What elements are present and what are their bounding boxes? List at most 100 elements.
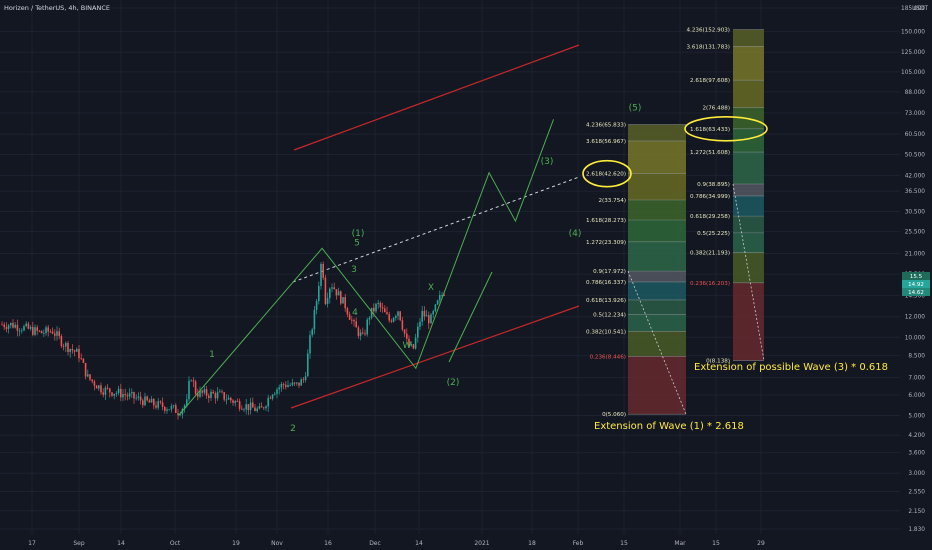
x-tick-label: 29 bbox=[757, 540, 765, 547]
candle-body bbox=[190, 380, 192, 382]
candle-body bbox=[34, 327, 36, 335]
candle-body bbox=[258, 406, 261, 409]
candle-body bbox=[377, 302, 379, 304]
candle-body bbox=[137, 396, 140, 398]
candle-body bbox=[430, 314, 432, 324]
candle-body bbox=[106, 387, 109, 389]
candle-body bbox=[403, 329, 406, 334]
candle-body bbox=[100, 385, 102, 393]
candle-body bbox=[139, 396, 142, 401]
fib-zone bbox=[733, 282, 764, 361]
y-tick-label: 6.000 bbox=[908, 393, 925, 399]
y-tick-label: 36.500 bbox=[905, 189, 926, 195]
y-tick-label: 105.000 bbox=[901, 70, 925, 76]
candle-body bbox=[234, 401, 236, 403]
fib-level-label: 0.236(16.203) bbox=[690, 281, 730, 287]
candle-body bbox=[32, 327, 34, 335]
channel-mid bbox=[292, 176, 580, 283]
candle-body bbox=[87, 374, 89, 377]
candle-body bbox=[247, 404, 250, 411]
candle-body bbox=[263, 407, 265, 409]
candle-body bbox=[423, 310, 426, 317]
annotations: 1 2 3 4 5 X W (1) (2) (3) (4) (5) bbox=[209, 104, 641, 435]
fib-zone bbox=[733, 152, 764, 185]
fib-level-label: 4.236(65.833) bbox=[586, 123, 626, 129]
fib-trend-line bbox=[627, 270, 687, 415]
candle-body bbox=[62, 345, 65, 347]
current-price-tag bbox=[902, 272, 930, 280]
candle-body bbox=[166, 409, 168, 411]
candle-body bbox=[245, 404, 247, 410]
candle-body bbox=[304, 376, 307, 381]
candle-body bbox=[164, 406, 166, 411]
fib-zone bbox=[628, 314, 686, 332]
candle-body bbox=[243, 409, 245, 411]
candle-body bbox=[109, 388, 111, 393]
candle-body bbox=[344, 297, 346, 309]
candle-body bbox=[84, 362, 87, 377]
candle-body bbox=[298, 382, 300, 386]
candle-body bbox=[172, 405, 175, 407]
candle-body bbox=[43, 333, 45, 335]
fib-zone bbox=[733, 252, 764, 283]
x-tick-label: 2021 bbox=[474, 540, 489, 547]
fib-zone bbox=[733, 29, 764, 47]
x-tick-label: Nov bbox=[271, 540, 283, 547]
candle-body bbox=[111, 392, 113, 396]
candle-body bbox=[428, 315, 430, 324]
fib-level-label: 1.618(63.433) bbox=[690, 127, 730, 133]
fib-caption-1: Extension of Wave (1) * 2.618 bbox=[594, 421, 744, 432]
candle-body bbox=[98, 385, 100, 389]
y-tick-label: 150.000 bbox=[901, 30, 925, 36]
wave-label: 2 bbox=[290, 424, 296, 434]
y-unit-label: USDT bbox=[912, 6, 928, 12]
candle-body bbox=[18, 330, 21, 332]
current-price-tag bbox=[902, 288, 930, 296]
candle-body bbox=[60, 335, 63, 346]
fib-level-label: 0.5(25.225) bbox=[697, 231, 730, 237]
y-tick-label: 5.000 bbox=[908, 414, 925, 420]
fib-zone bbox=[628, 271, 686, 282]
candle-body bbox=[280, 384, 283, 388]
candle-body bbox=[91, 379, 93, 382]
candle-body bbox=[236, 401, 239, 402]
x-tick-label: Mar bbox=[674, 540, 686, 547]
candle-body bbox=[54, 333, 56, 336]
candle-body bbox=[183, 405, 186, 409]
fib-level-label: 0(8.138) bbox=[706, 359, 730, 365]
fib-extension-zones: 4.236(65.833) 3.618(56.967) 2.618(42.620) 2… bbox=[582, 28, 888, 432]
candle-body bbox=[399, 311, 401, 321]
y-tick-label: 21.000 bbox=[905, 252, 926, 258]
candle-body bbox=[333, 287, 335, 290]
candle-body bbox=[265, 406, 267, 409]
candle-body bbox=[419, 321, 421, 327]
fib-level-label: 0.618(29.258) bbox=[690, 214, 730, 220]
highlight-ellipse-2 bbox=[684, 115, 768, 142]
candle-body bbox=[252, 402, 254, 408]
candle-body bbox=[216, 392, 219, 399]
fib-zone bbox=[628, 281, 686, 300]
candle-body bbox=[221, 391, 223, 393]
wave-label: 1 bbox=[209, 350, 215, 360]
candle-body bbox=[293, 382, 296, 384]
candle-body bbox=[254, 407, 256, 412]
x-tick-label: 15 bbox=[712, 540, 720, 547]
candle-body bbox=[384, 308, 386, 313]
x-tick-label: Dec bbox=[369, 540, 381, 547]
y-tick-label: 14.500 bbox=[905, 293, 926, 299]
x-tick-label: Feb bbox=[573, 540, 584, 547]
candle-body bbox=[135, 397, 137, 399]
candle-body bbox=[364, 333, 366, 335]
candle-body bbox=[45, 327, 47, 334]
y-tick-label: 185.000 bbox=[901, 6, 925, 12]
candle-body bbox=[69, 348, 71, 352]
fib-level-label: 0.382(21.193) bbox=[690, 251, 730, 257]
candle-body bbox=[133, 392, 135, 399]
candle-body bbox=[318, 285, 320, 302]
wave-label: 5 bbox=[354, 238, 360, 248]
candle-body bbox=[21, 330, 23, 332]
candle-body bbox=[366, 319, 368, 335]
y-tick-label: 30.500 bbox=[905, 209, 926, 215]
candle-body bbox=[67, 342, 69, 352]
